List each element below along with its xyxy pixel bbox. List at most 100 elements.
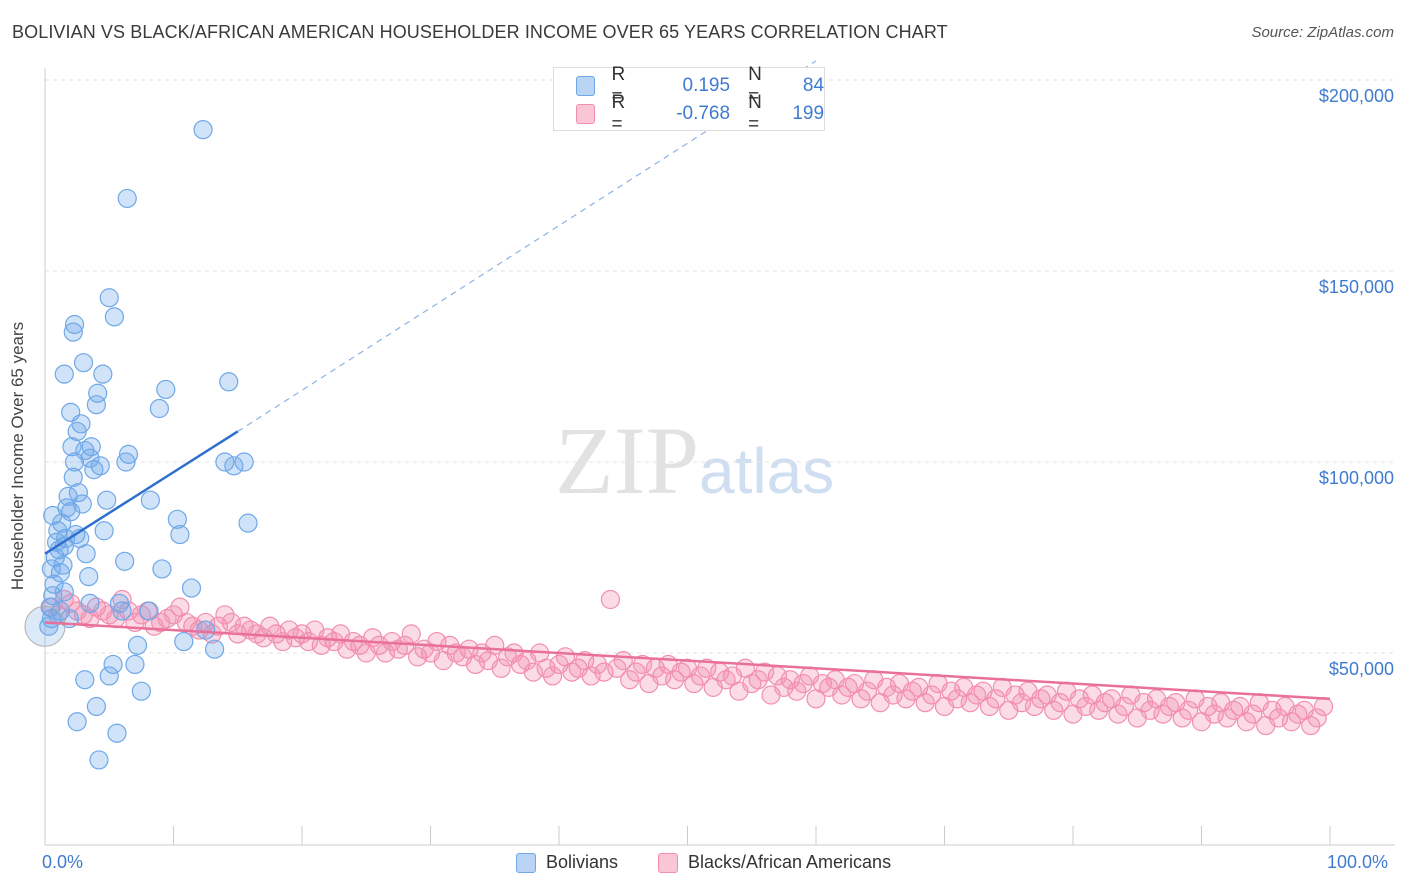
point-blacks: [883, 685, 903, 705]
point-bolivians: [181, 578, 202, 598]
point-bolivians: [50, 563, 71, 583]
correlation-legend: R = 0.195 N = 84 R = -0.768 N = 199: [553, 64, 825, 135]
point-blacks: [1179, 700, 1199, 720]
point-blacks: [986, 689, 1006, 709]
point-blacks: [877, 677, 897, 697]
y-tick-50000: $50,000: [1328, 659, 1394, 679]
point-blacks: [401, 624, 421, 644]
point-bolivians: [72, 494, 92, 514]
point-blacks: [1268, 708, 1289, 728]
legend-item-blacks: Blacks/African Americans: [658, 852, 891, 873]
point-blacks: [375, 643, 396, 663]
point-blacks: [754, 662, 775, 682]
point-blacks: [832, 685, 852, 705]
point-bolivians: [61, 502, 81, 522]
point-bolivians: [238, 513, 258, 533]
point-bolivians: [116, 452, 136, 472]
point-bolivians: [115, 551, 135, 571]
point-bolivians: [54, 582, 74, 602]
point-bolivians: [170, 524, 190, 545]
point-bolivians: [107, 723, 127, 743]
point-bolivians: [63, 467, 83, 487]
zipatlas-watermark: ZIPatlas: [555, 405, 834, 516]
point-bolivians: [234, 452, 254, 472]
point-bolivians: [73, 353, 94, 373]
point-bolivians: [156, 379, 176, 400]
point-bolivians: [103, 654, 123, 675]
point-bolivians: [152, 559, 172, 579]
legend-row-bolivians: R = 0.195 N = 84: [576, 64, 824, 107]
point-blacks: [626, 662, 646, 682]
legend-swatch-pink: [658, 852, 678, 873]
point-bolivians: [93, 364, 113, 384]
point-bolivians: [99, 288, 119, 308]
point-bolivians: [167, 509, 187, 529]
point-blacks: [1172, 708, 1192, 728]
point-blacks: [1076, 696, 1096, 717]
point-blacks: [221, 612, 241, 633]
legend-r-value: -0.768: [676, 103, 731, 124]
point-blacks: [941, 681, 961, 701]
y-tick-200000: $200,000: [1318, 86, 1394, 106]
point-bolivians: [79, 566, 99, 587]
point-blacks: [1198, 696, 1218, 717]
point-blacks: [632, 654, 653, 675]
legend-label-bolivians: Bolivians: [546, 852, 619, 872]
legend-item-bolivians: Bolivians: [516, 852, 618, 873]
point-blacks: [684, 673, 704, 694]
point-blacks: [857, 681, 878, 701]
legend-r-value: 0.195: [682, 75, 731, 96]
point-blacks: [1153, 704, 1173, 724]
point-blacks: [1108, 704, 1128, 724]
point-bolivians: [50, 601, 71, 621]
point-blacks: [1005, 685, 1025, 705]
point-bolivians: [94, 521, 114, 541]
point-bolivians: [112, 601, 132, 621]
series-legend: Bolivians Blacks/African Americans: [0, 852, 1406, 878]
point-blacks: [690, 666, 710, 686]
point-blacks: [652, 666, 672, 686]
point-blacks: [594, 662, 614, 682]
point-blacks: [922, 685, 942, 705]
point-blacks: [947, 689, 967, 709]
point-blacks: [536, 658, 556, 678]
y-axis-label: Householder Income Over 65 years: [8, 321, 27, 591]
point-blacks: [1236, 712, 1257, 732]
point-blacks: [851, 689, 871, 709]
point-bolivians: [75, 670, 95, 690]
point-bolivians: [149, 398, 169, 419]
point-bolivians: [131, 681, 151, 701]
point-blacks: [1307, 708, 1327, 728]
legend-n-label: N =: [748, 92, 762, 135]
point-bolivians: [86, 696, 107, 717]
point-blacks: [600, 589, 621, 610]
point-bolivians: [64, 314, 85, 335]
legend-r-label: R =: [611, 64, 626, 107]
point-blacks: [311, 635, 331, 655]
point-blacks: [1089, 700, 1109, 720]
point-blacks: [1204, 704, 1224, 724]
y-tick-100000: $100,000: [1318, 468, 1394, 488]
point-bolivians: [219, 372, 239, 392]
point-blacks: [279, 620, 299, 640]
point-blacks: [793, 673, 813, 694]
point-blacks: [1217, 708, 1237, 728]
point-blacks: [1134, 693, 1154, 713]
point-blacks: [1069, 689, 1090, 709]
point-bolivians: [81, 437, 101, 457]
point-blacks: [774, 677, 794, 697]
legend-swatch-blue: [576, 76, 596, 96]
point-bolivians: [174, 631, 194, 652]
point-blacks: [408, 647, 428, 667]
point-bolivians: [117, 188, 137, 209]
legend-label-blacks: Blacks/African Americans: [688, 852, 892, 872]
y-tick-150000: $150,000: [1318, 277, 1394, 297]
point-bolivians: [80, 593, 100, 613]
point-bolivians: [61, 402, 81, 422]
point-blacks: [780, 670, 800, 690]
point-bolivians: [118, 444, 139, 464]
point-blacks: [1114, 696, 1135, 717]
source-label: Source: ZipAtlas.com: [1251, 24, 1394, 41]
legend-swatch-pink: [576, 104, 596, 124]
